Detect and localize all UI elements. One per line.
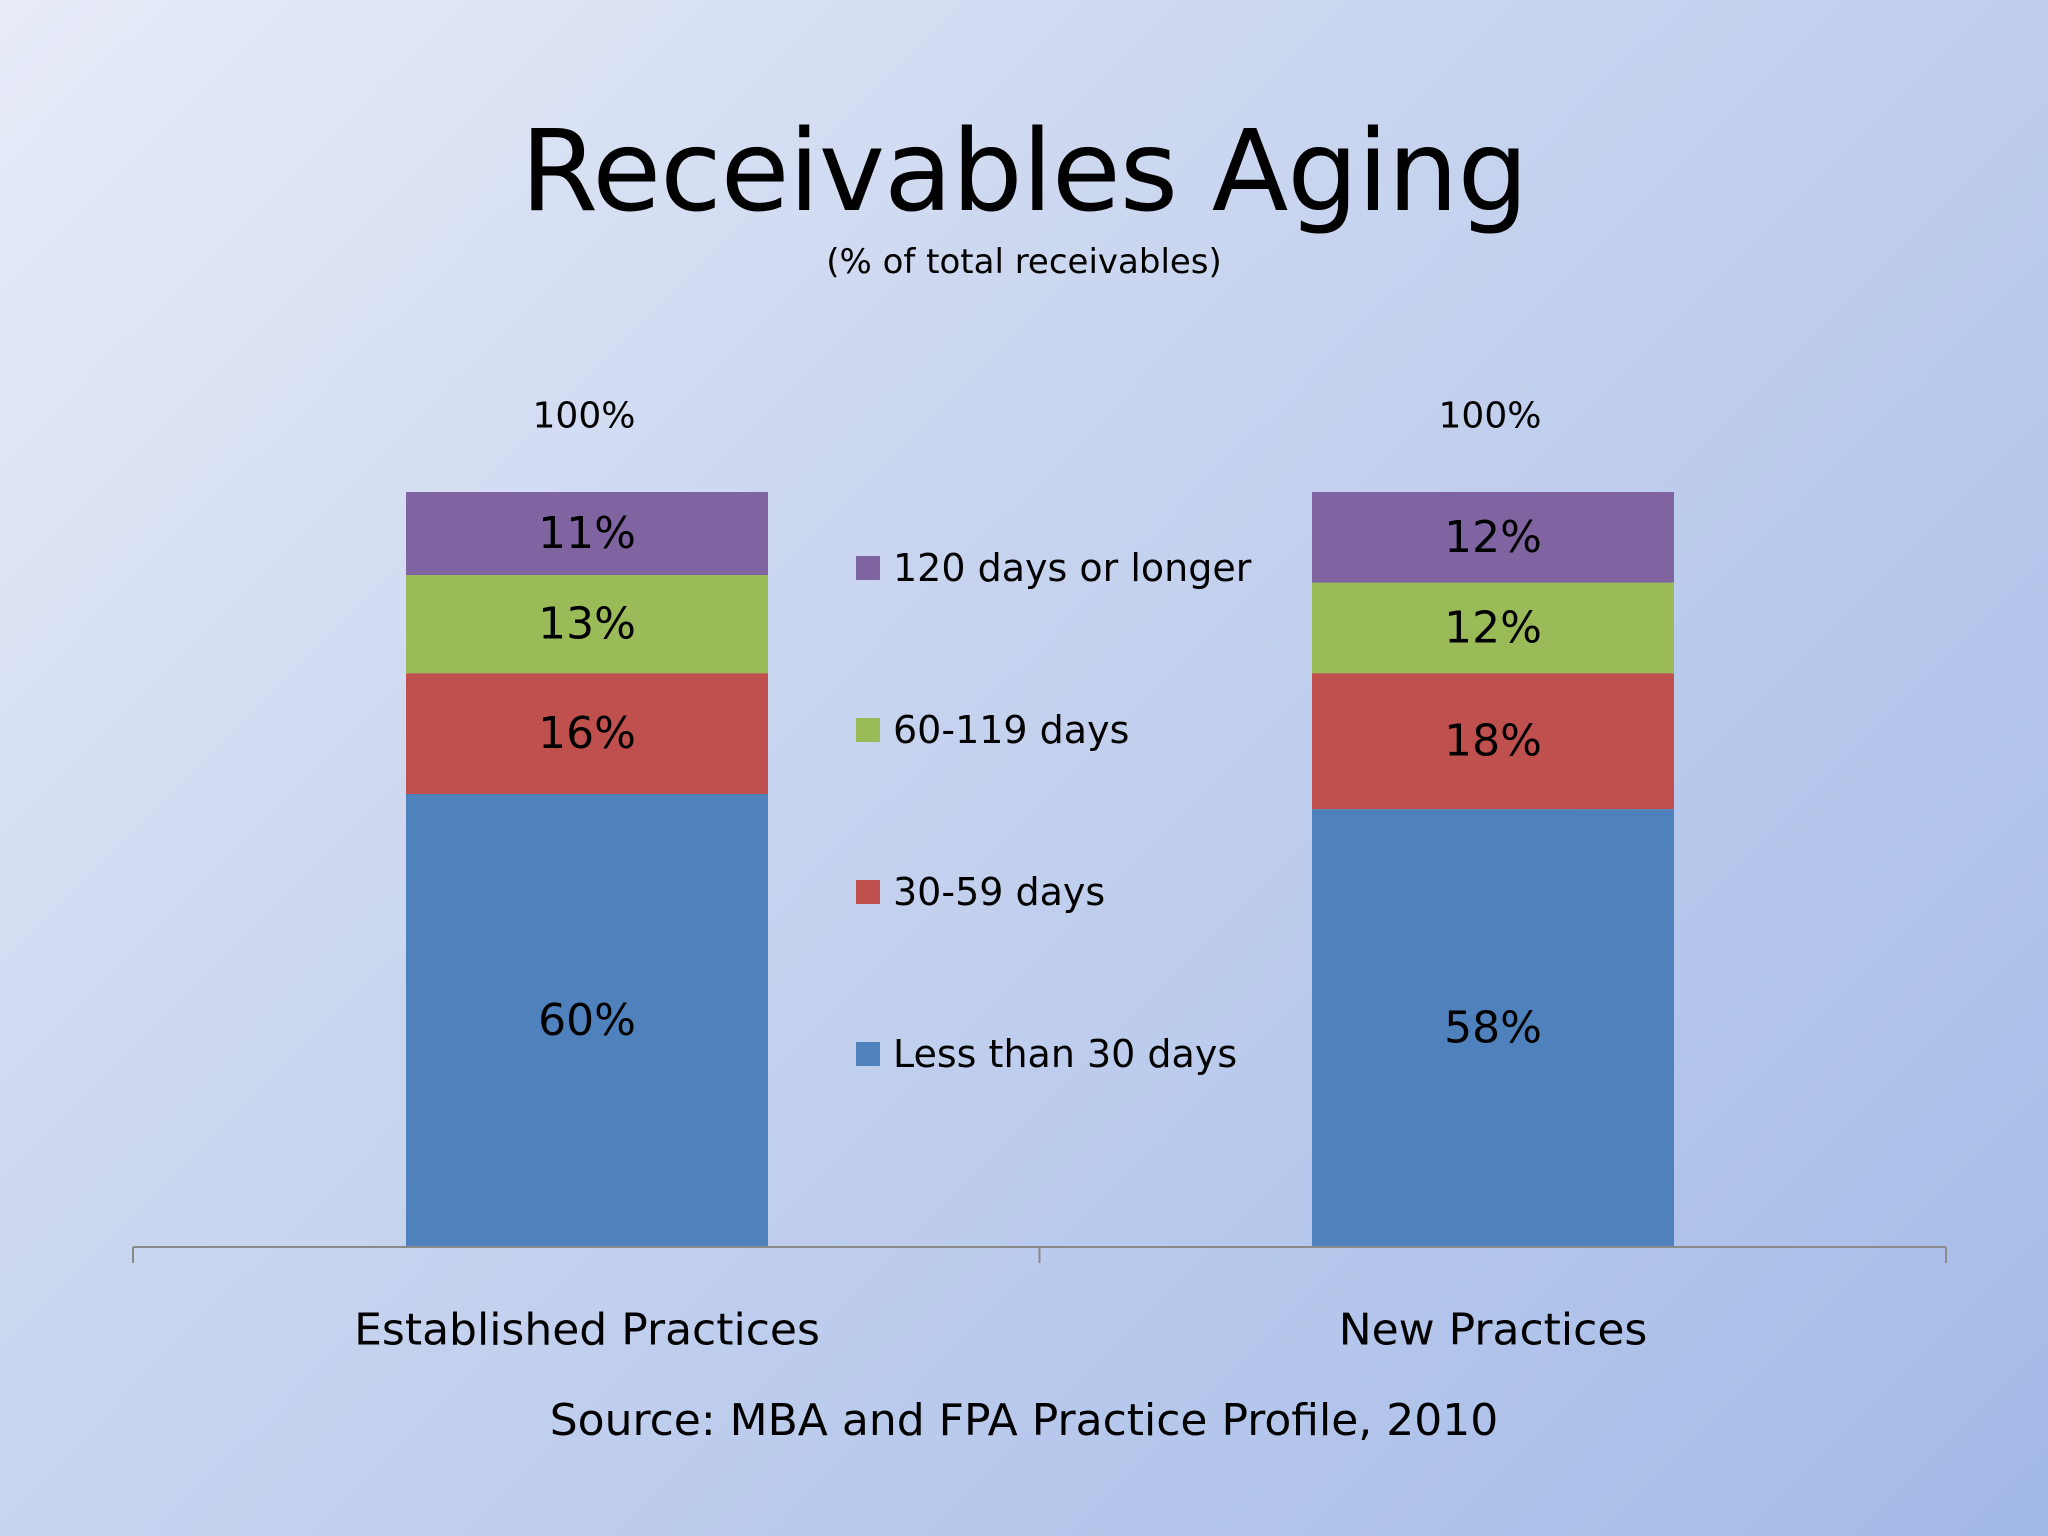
bar-new-practices-less-than-30-days [1312, 809, 1674, 1247]
slide-subtitle: (% of total receivables) [826, 242, 1222, 282]
bars-layer [406, 492, 1674, 1247]
legend-swatch-30-59-days [856, 880, 880, 904]
source-note: Source: MBA and FPA Practice Profile, 20… [549, 1395, 1499, 1446]
bar-new-practices-120-days-or-longer [1312, 492, 1674, 583]
data-label-new-practices-120-days-or-longer: 12% [1444, 512, 1542, 563]
legend: 120 days or longer 60-119 days 30-59 days L… [856, 546, 1252, 1076]
data-label-established-practices-30-59-days: 16% [538, 708, 636, 759]
bar-established-practices-120-days-or-longer [406, 492, 768, 576]
legend-swatch-less-than-30-days [856, 1042, 880, 1066]
data-label-established-practices-120-days-or-longer: 11% [538, 508, 636, 559]
bar-established-practices-less-than-30-days [406, 794, 768, 1247]
data-label-established-practices-60-119-days: 13% [538, 599, 636, 650]
category-label-established-practices: Established Practices [354, 1305, 820, 1356]
legend-label-120-days-or-longer: 120 days or longer [893, 546, 1252, 590]
legend-label-30-59-days: 30-59 days [893, 870, 1105, 914]
legend-label-less-than-30-days: Less than 30 days [893, 1032, 1237, 1076]
data-label-established-practices-less-than-30-days: 60% [538, 995, 636, 1046]
data-label-new-practices-30-59-days: 18% [1444, 716, 1542, 767]
data-label-new-practices-60-119-days: 12% [1444, 602, 1542, 653]
data-label-new-practices-less-than-30-days: 58% [1444, 1003, 1542, 1054]
legend-swatch-120-days-or-longer [856, 556, 880, 580]
x-axis [132, 1246, 1947, 1263]
legend-label-60-119-days: 60-119 days [893, 708, 1129, 752]
legend-swatch-60-119-days [856, 718, 880, 742]
bar-established-practices-30-59-days [406, 673, 768, 794]
bar-established-practices-60-119-days [406, 575, 768, 674]
total-label-established-practices: 100% [533, 396, 636, 437]
bar-new-practices-60-119-days [1312, 582, 1674, 674]
data-labels-layer: 60% 16% 13% 11% 100% Established Practices 58%… [354, 396, 1647, 1356]
slide-title: Receivables Aging [520, 107, 1528, 237]
total-label-new-practices: 100% [1439, 396, 1542, 437]
category-label-new-practices: New Practices [1339, 1305, 1648, 1356]
bar-new-practices-30-59-days [1312, 673, 1674, 810]
